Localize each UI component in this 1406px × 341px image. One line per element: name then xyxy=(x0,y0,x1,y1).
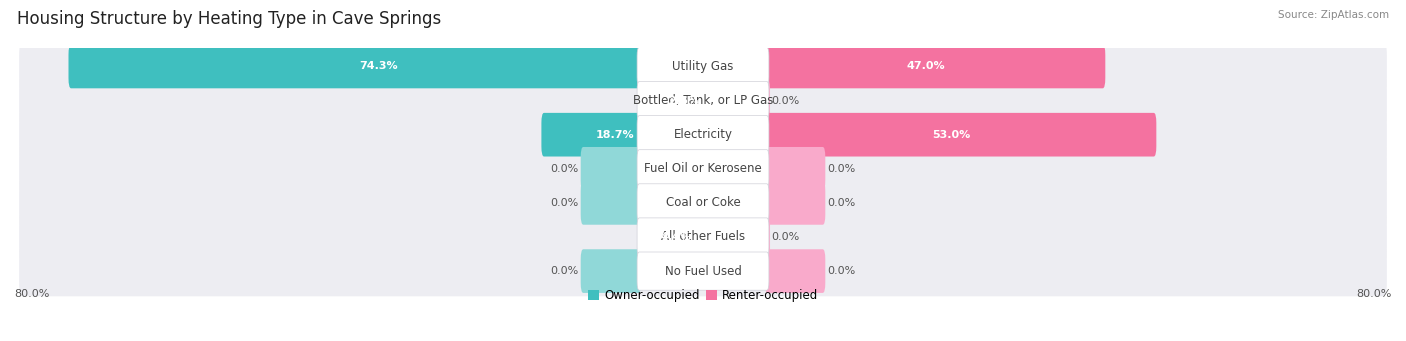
FancyBboxPatch shape xyxy=(581,181,641,225)
Text: 0.0%: 0.0% xyxy=(772,232,800,242)
Text: 0.0%: 0.0% xyxy=(772,95,800,106)
Text: Housing Structure by Heating Type in Cave Springs: Housing Structure by Heating Type in Cav… xyxy=(17,10,441,28)
FancyBboxPatch shape xyxy=(765,215,770,259)
Text: 47.0%: 47.0% xyxy=(907,61,946,72)
FancyBboxPatch shape xyxy=(20,246,1386,296)
FancyBboxPatch shape xyxy=(765,147,825,191)
Text: 80.0%: 80.0% xyxy=(1357,289,1392,299)
Text: Electricity: Electricity xyxy=(673,128,733,141)
Text: 53.0%: 53.0% xyxy=(932,130,972,140)
Text: Utility Gas: Utility Gas xyxy=(672,60,734,73)
FancyBboxPatch shape xyxy=(640,79,681,122)
FancyBboxPatch shape xyxy=(20,178,1386,228)
Text: 0.0%: 0.0% xyxy=(551,266,579,276)
FancyBboxPatch shape xyxy=(20,41,1386,92)
Text: 74.3%: 74.3% xyxy=(359,61,398,72)
FancyBboxPatch shape xyxy=(20,75,1386,126)
Text: 18.7%: 18.7% xyxy=(596,130,634,140)
Text: 0.0%: 0.0% xyxy=(827,164,855,174)
Text: Fuel Oil or Kerosene: Fuel Oil or Kerosene xyxy=(644,162,762,175)
FancyBboxPatch shape xyxy=(763,45,1105,88)
FancyBboxPatch shape xyxy=(581,147,641,191)
FancyBboxPatch shape xyxy=(765,249,825,293)
Text: Coal or Coke: Coal or Coke xyxy=(665,196,741,209)
FancyBboxPatch shape xyxy=(637,81,769,120)
Text: Bottled, Tank, or LP Gas: Bottled, Tank, or LP Gas xyxy=(633,94,773,107)
FancyBboxPatch shape xyxy=(20,109,1386,160)
FancyBboxPatch shape xyxy=(20,212,1386,262)
FancyBboxPatch shape xyxy=(20,144,1386,194)
FancyBboxPatch shape xyxy=(637,184,769,222)
FancyBboxPatch shape xyxy=(765,181,825,225)
Text: 2.6%: 2.6% xyxy=(668,95,699,106)
FancyBboxPatch shape xyxy=(637,47,769,86)
FancyBboxPatch shape xyxy=(581,249,641,293)
Text: 80.0%: 80.0% xyxy=(14,289,49,299)
FancyBboxPatch shape xyxy=(637,252,769,290)
Legend: Owner-occupied, Renter-occupied: Owner-occupied, Renter-occupied xyxy=(583,284,823,307)
FancyBboxPatch shape xyxy=(637,218,769,256)
FancyBboxPatch shape xyxy=(763,113,1156,157)
Text: All other Fuels: All other Fuels xyxy=(661,231,745,243)
Text: 0.0%: 0.0% xyxy=(827,198,855,208)
FancyBboxPatch shape xyxy=(69,45,643,88)
Text: 4.4%: 4.4% xyxy=(661,232,692,242)
FancyBboxPatch shape xyxy=(765,79,770,122)
FancyBboxPatch shape xyxy=(637,116,769,154)
Text: No Fuel Used: No Fuel Used xyxy=(665,265,741,278)
Text: 0.0%: 0.0% xyxy=(827,266,855,276)
Text: Source: ZipAtlas.com: Source: ZipAtlas.com xyxy=(1278,10,1389,20)
Text: 0.0%: 0.0% xyxy=(551,164,579,174)
FancyBboxPatch shape xyxy=(541,113,643,157)
Text: 0.0%: 0.0% xyxy=(551,198,579,208)
FancyBboxPatch shape xyxy=(637,150,769,188)
FancyBboxPatch shape xyxy=(640,215,665,259)
